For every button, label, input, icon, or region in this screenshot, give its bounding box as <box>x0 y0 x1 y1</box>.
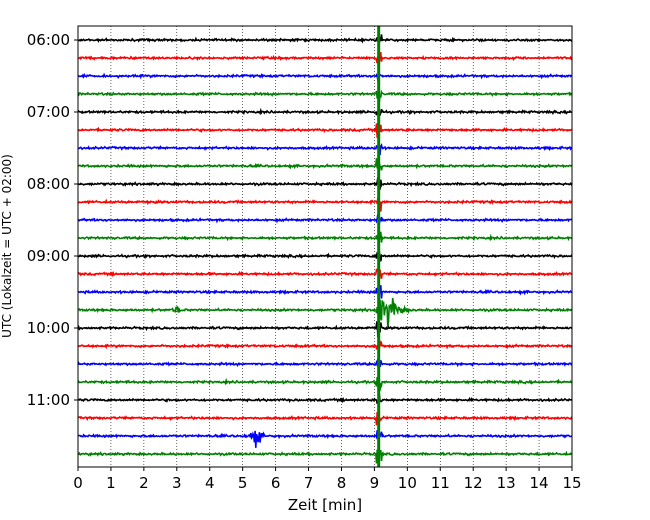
x-tick-label-12: 12 <box>464 474 483 492</box>
x-tick-label-6: 6 <box>271 474 281 492</box>
x-tick-label-13: 13 <box>497 474 516 492</box>
y-tick-label-10:00: 10:00 <box>27 319 70 337</box>
trace-1000 <box>77 321 573 338</box>
trace-0845 <box>78 231 573 243</box>
x-tick-label-11: 11 <box>431 474 450 492</box>
trace-0715 <box>77 122 572 138</box>
trace-0915 <box>77 266 573 279</box>
seismic-traces <box>77 26 573 467</box>
x-axis-ticks: 0 1 2 3 4 5 6 7 8 9 10 11 12 13 14 15 <box>73 467 582 492</box>
x-tick-label-7: 7 <box>304 474 314 492</box>
trace-1015 <box>77 340 573 352</box>
x-tick-label-1: 1 <box>106 474 116 492</box>
trace-1030 <box>77 358 573 368</box>
trace-1130 <box>77 430 573 448</box>
x-axis-label: Zeit [min] <box>288 496 362 514</box>
trace-1045 <box>77 376 573 391</box>
x-tick-label-3: 3 <box>172 474 182 492</box>
y-axis-ticks: 06:00 07:00 08:00 09:00 10:00 11:00 <box>27 31 78 409</box>
x-tick-label-9: 9 <box>370 474 380 492</box>
trace-1145 <box>77 449 573 464</box>
x-tick-label-10: 10 <box>398 474 417 492</box>
x-tick-label-15: 15 <box>562 474 581 492</box>
y-tick-label-09:00: 09:00 <box>27 247 70 265</box>
x-tick-label-5: 5 <box>238 474 248 492</box>
trace-0900 <box>77 251 573 262</box>
y-tick-label-07:00: 07:00 <box>27 103 70 121</box>
y-tick-label-11:00: 11:00 <box>27 391 70 409</box>
trace-0745 <box>77 158 573 171</box>
x-tick-label-4: 4 <box>205 474 215 492</box>
trace-0830 <box>77 213 573 226</box>
trace-1100 <box>77 393 573 406</box>
plot-frame <box>77 25 573 468</box>
plot-area <box>78 26 572 467</box>
trace-0615 <box>77 51 573 65</box>
trace-0630 <box>77 72 573 83</box>
y-axis-label: UTC (Lokalzeit = UTC + 02:00) <box>0 154 14 338</box>
x-tick-label-2: 2 <box>139 474 149 492</box>
trace-0600 <box>77 34 573 45</box>
trace-0700 <box>77 107 573 117</box>
x-tick-label-0: 0 <box>73 474 83 492</box>
trace-0800 <box>77 177 573 190</box>
y-tick-label-08:00: 08:00 <box>27 175 70 193</box>
x-tick-label-8: 8 <box>337 474 347 492</box>
trace-0945 <box>77 297 573 327</box>
trace-0815 <box>77 194 573 212</box>
x-tick-label-14: 14 <box>530 474 549 492</box>
trace-0645 <box>77 89 573 103</box>
y-tick-label-06:00: 06:00 <box>27 31 70 49</box>
trace-1115 <box>77 412 573 426</box>
trace-0930 <box>77 285 573 299</box>
trace-0730 <box>78 143 573 156</box>
